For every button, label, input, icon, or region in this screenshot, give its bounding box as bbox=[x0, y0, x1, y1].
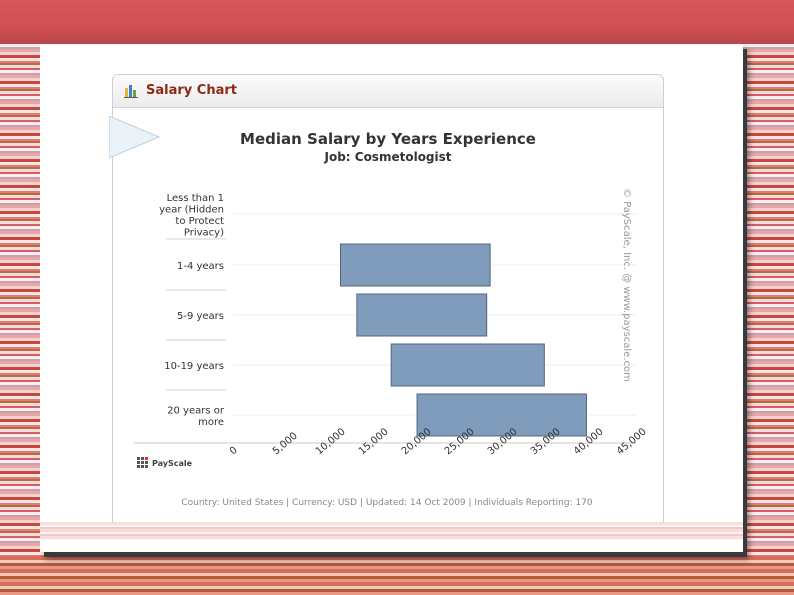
bar-chart-icon bbox=[124, 85, 138, 98]
salary-range-bar bbox=[416, 393, 587, 437]
category-label: 5-9 years bbox=[177, 311, 224, 322]
panel-header: Salary Chart bbox=[113, 75, 663, 108]
background-top-band bbox=[0, 0, 794, 44]
callout-pointer bbox=[109, 116, 161, 159]
chart-title: Median Salary by Years Experience bbox=[240, 130, 536, 148]
logo-dot bbox=[145, 465, 148, 468]
salary-chart-panel: Salary Chart bbox=[112, 74, 664, 524]
x-tick-label: 0 bbox=[228, 445, 240, 458]
background-strip bbox=[40, 522, 743, 540]
logo-dot bbox=[137, 461, 140, 464]
x-tick-label: 5,000 bbox=[271, 430, 300, 457]
panel-title: Salary Chart bbox=[146, 83, 237, 98]
copyright-text: © PayScale, Inc. @ www.payscale.com bbox=[621, 188, 632, 382]
logo-dot bbox=[137, 457, 140, 460]
salary-range-bar bbox=[356, 293, 488, 337]
payscale-logo: PayScale bbox=[152, 459, 193, 468]
background-bottom-band bbox=[0, 556, 794, 595]
logo-dot bbox=[137, 465, 140, 468]
category-label: Less than 1 bbox=[167, 193, 224, 204]
logo-dot bbox=[145, 461, 148, 464]
salary-range-bar bbox=[340, 243, 491, 287]
category-label: 20 years or bbox=[167, 405, 225, 416]
x-tick-label: 10,000 bbox=[314, 426, 348, 457]
x-tick-label: 15,000 bbox=[357, 426, 391, 457]
category-label: Privacy) bbox=[184, 227, 224, 238]
logo-dot bbox=[141, 461, 144, 464]
x-tick-label: 45,000 bbox=[615, 426, 649, 457]
footer-note: Country: United States | Currency: USD |… bbox=[181, 498, 593, 508]
slide-card: Salary Chart bbox=[40, 44, 743, 552]
category-label: year (Hidden bbox=[159, 204, 224, 215]
salary-range-bar bbox=[390, 343, 545, 387]
category-label: 10-19 years bbox=[164, 361, 224, 372]
category-label: more bbox=[198, 417, 224, 428]
logo-dot bbox=[145, 457, 148, 460]
category-label: to Protect bbox=[175, 216, 224, 227]
logo-dot bbox=[141, 465, 144, 468]
logo-dot bbox=[141, 457, 144, 460]
chart-subtitle: Job: Cosmetologist bbox=[323, 150, 451, 164]
category-label: 1-4 years bbox=[177, 261, 224, 272]
